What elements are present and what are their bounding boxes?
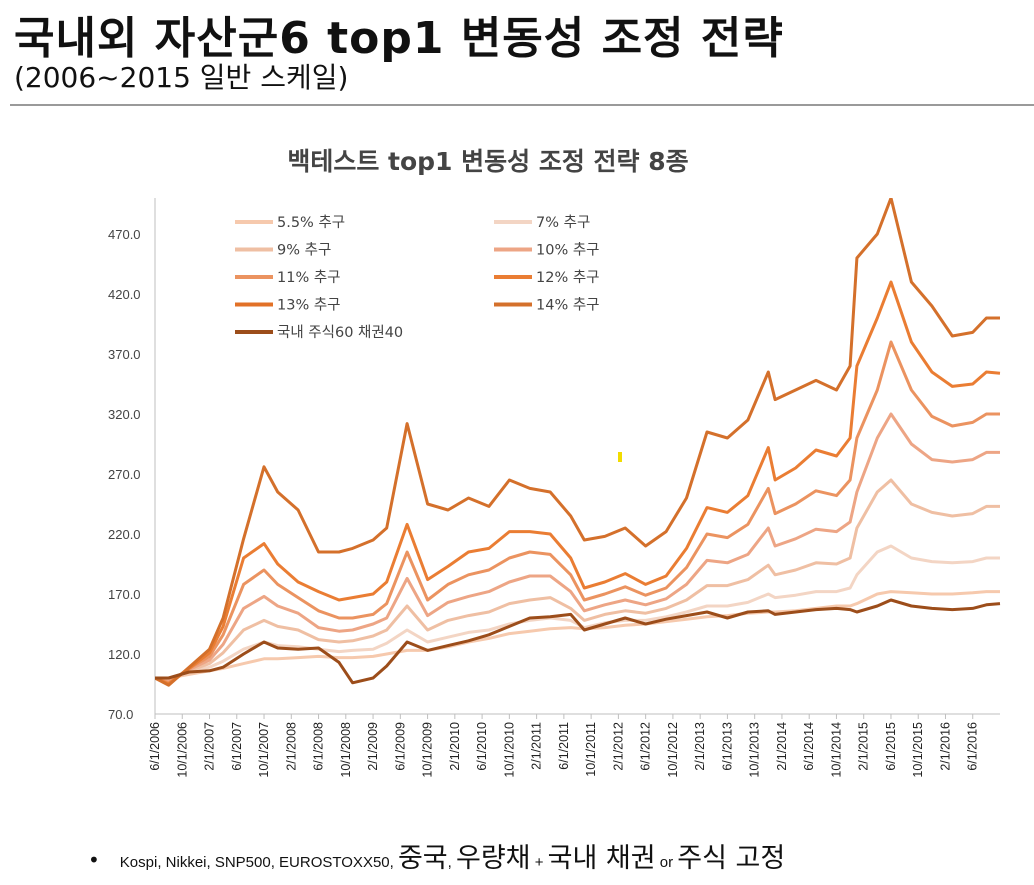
footer-domestic-bond: 국내 채권 bbox=[547, 843, 656, 874]
x-tick-label: 6/1/2008 bbox=[312, 722, 326, 771]
x-tick-label: 10/1/2007 bbox=[257, 722, 271, 778]
x-tick-label: 2/1/2008 bbox=[284, 722, 298, 771]
x-tick-label: 2/1/2007 bbox=[203, 722, 217, 771]
legend-label: 12% 추구 bbox=[536, 269, 600, 286]
x-tick-label: 6/1/2006 bbox=[148, 722, 162, 771]
legend-label: 10% 추구 bbox=[536, 242, 600, 259]
footer-bond: 우량채 bbox=[456, 843, 531, 874]
footer-or: or bbox=[655, 854, 678, 871]
y-tick-label: 370.0 bbox=[108, 347, 141, 362]
x-tick-label: 6/1/2009 bbox=[393, 722, 407, 771]
x-tick-label: 2/1/2010 bbox=[448, 722, 462, 771]
x-tick-label: 6/1/2016 bbox=[966, 722, 980, 771]
legend-label: 9% 추구 bbox=[277, 242, 331, 259]
bullet-icon: • bbox=[88, 848, 100, 872]
series-line bbox=[155, 412, 1000, 684]
title-divider bbox=[10, 104, 1034, 106]
footer-china: 중국 bbox=[397, 843, 448, 874]
series-line bbox=[155, 598, 1001, 685]
slide-title: 국내외 자산군6 top1 변동성 조정 전략 bbox=[14, 13, 784, 64]
x-axis: 6/1/2006 10/1/2006 2/1/2007 6/1/2007 10/1/20… bbox=[148, 713, 1000, 778]
legend-label: 국내 주식60 채권40 bbox=[277, 324, 403, 341]
y-tick-label: 220.0 bbox=[108, 527, 141, 542]
x-tick-label: 10/1/2008 bbox=[339, 722, 353, 778]
x-tick-label: 2/1/2009 bbox=[366, 722, 380, 771]
y-tick-label: 120.0 bbox=[108, 647, 141, 662]
legend-label: 11% 추구 bbox=[277, 269, 341, 286]
footer-plus: + bbox=[530, 854, 548, 871]
chart-title: 백테스트 top1 변동성 조정 전략 8종 bbox=[287, 147, 688, 176]
x-tick-label: 6/1/2013 bbox=[720, 722, 734, 771]
x-tick-label: 10/1/2015 bbox=[911, 722, 925, 778]
y-tick-label: 420.0 bbox=[108, 287, 141, 302]
x-tick-label: 6/1/2010 bbox=[475, 722, 489, 771]
line-chart: 백테스트 top1 변동성 조정 전략 8종 70.0 120.0 170.0 220… bbox=[108, 147, 1001, 778]
x-tick-label: 10/1/2009 bbox=[421, 722, 435, 778]
legend-label: 5.5% 추구 bbox=[277, 214, 345, 231]
x-tick-label: 10/1/2014 bbox=[829, 722, 843, 778]
y-tick-label: 270.0 bbox=[108, 467, 141, 482]
x-tick-label: 2/1/2014 bbox=[775, 722, 789, 771]
y-tick-label: 320.0 bbox=[108, 407, 141, 422]
y-tick-label: 70.0 bbox=[108, 707, 133, 722]
series-line bbox=[155, 340, 1000, 685]
y-tick-label: 470.0 bbox=[108, 227, 141, 242]
y-axis: 70.0 120.0 170.0 220.0 270.0 320.0 370.0 420.0 4… bbox=[108, 198, 156, 722]
slide-subtitle: (2006~2015 일반 스케일) bbox=[14, 61, 349, 94]
stray-marker bbox=[618, 452, 622, 462]
footer-comma: , bbox=[447, 854, 456, 871]
legend-label: 14% 추구 bbox=[536, 297, 600, 314]
x-tick-label: 6/1/2015 bbox=[884, 722, 898, 771]
x-tick-label: 2/1/2013 bbox=[693, 722, 707, 771]
footer-index-list: Kospi, Nikkei, SNP500, EUROSTOXX50, bbox=[119, 854, 398, 871]
series-line bbox=[155, 198, 1000, 687]
x-tick-label: 10/1/2006 bbox=[175, 722, 189, 778]
x-tick-label: 10/1/2010 bbox=[502, 722, 516, 778]
x-tick-label: 2/1/2016 bbox=[938, 722, 952, 771]
series-line bbox=[155, 590, 1000, 680]
x-tick-label: 6/1/2014 bbox=[802, 722, 816, 771]
series-line bbox=[155, 280, 1001, 686]
x-tick-label: 6/1/2007 bbox=[230, 722, 244, 771]
series-line bbox=[155, 478, 1000, 682]
footer-note: • Kospi, Nikkei, SNP500, EUROSTOXX50, 중국,… bbox=[88, 836, 785, 875]
y-tick-label: 170.0 bbox=[108, 587, 141, 602]
legend-label: 13% 추구 bbox=[277, 297, 341, 314]
x-tick-label: 2/1/2015 bbox=[857, 722, 871, 771]
x-tick-label: 10/1/2011 bbox=[584, 722, 598, 777]
footer-stock-fixed: 주식 고정 bbox=[677, 843, 786, 874]
series-line bbox=[155, 544, 1000, 681]
x-tick-label: 6/1/2011 bbox=[557, 722, 571, 770]
series-lines bbox=[155, 198, 1001, 687]
x-tick-label: 2/1/2012 bbox=[611, 722, 625, 771]
x-tick-label: 2/1/2011 bbox=[530, 722, 544, 770]
x-tick-label: 10/1/2012 bbox=[666, 722, 680, 778]
legend-label: 7% 추구 bbox=[536, 214, 590, 231]
x-tick-label: 10/1/2013 bbox=[748, 722, 762, 778]
x-tick-label: 6/1/2012 bbox=[639, 722, 653, 771]
